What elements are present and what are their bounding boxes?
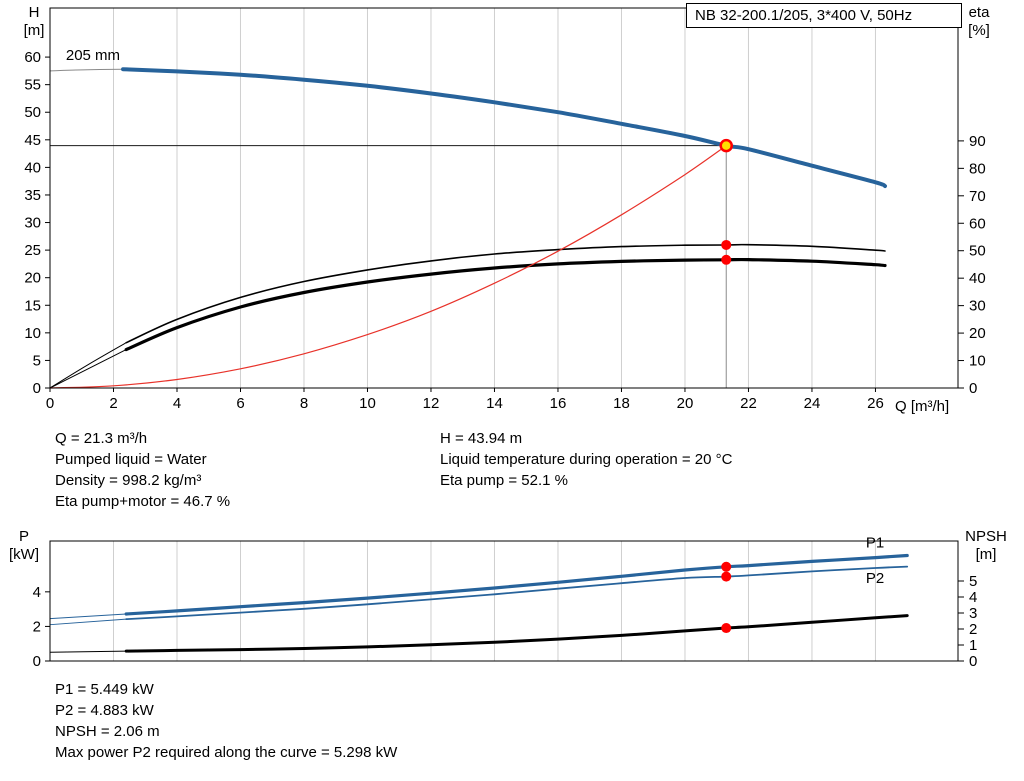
npsh-axis-title: NPSH [m]: [958, 528, 1014, 564]
svg-text:205 mm: 205 mm: [66, 47, 120, 64]
annotation-eta-pump-motor: Eta pump+motor = 46.7 %: [55, 493, 231, 510]
annotation-head: H = 43.94 m: [440, 430, 523, 447]
svg-text:35: 35: [24, 187, 41, 204]
svg-text:2: 2: [969, 621, 977, 638]
eta-axis-title-line1: eta: [968, 4, 990, 21]
npsh-axis-title-line1: NPSH: [965, 528, 1007, 545]
duty-annotations-right: H = 43.94 m Liquid temperature during op…: [440, 428, 732, 491]
svg-text:0: 0: [969, 653, 977, 670]
h-axis-title-line2: [m]: [23, 22, 45, 39]
svg-text:10: 10: [24, 325, 41, 342]
svg-text:24: 24: [804, 395, 821, 412]
annotation-max-power: Max power P2 required along the curve = …: [55, 744, 398, 761]
svg-text:4: 4: [173, 395, 181, 412]
svg-text:2: 2: [33, 618, 41, 635]
svg-text:P2: P2: [866, 570, 884, 587]
annotation-npsh: NPSH = 2.06 m: [55, 723, 160, 740]
annotation-p2: P2 = 4.883 kW: [55, 702, 154, 719]
svg-text:50: 50: [24, 104, 41, 121]
svg-text:5: 5: [969, 573, 977, 590]
annotation-flow: Q = 21.3 m³/h: [55, 430, 148, 447]
eta-axis-title: eta [%]: [957, 4, 1001, 40]
power-annotations: P1 = 5.449 kW P2 = 4.883 kW NPSH = 2.06 …: [55, 679, 397, 763]
p-axis-title: P [kW]: [2, 528, 46, 564]
p-axis-title-line2: [kW]: [9, 546, 39, 563]
svg-text:60: 60: [24, 49, 41, 66]
svg-text:18: 18: [613, 395, 630, 412]
annotation-pumped-liquid: Pumped liquid = Water: [55, 451, 207, 468]
svg-text:30: 30: [969, 298, 986, 315]
svg-text:0: 0: [46, 395, 54, 412]
svg-text:10: 10: [359, 395, 376, 412]
svg-text:80: 80: [969, 160, 986, 177]
svg-text:50: 50: [969, 243, 986, 260]
svg-text:20: 20: [24, 270, 41, 287]
svg-text:10: 10: [969, 353, 986, 370]
svg-text:0: 0: [33, 653, 41, 670]
npsh-axis-title-line2: [m]: [975, 546, 997, 563]
svg-text:40: 40: [969, 270, 986, 287]
svg-text:55: 55: [24, 77, 41, 94]
h-axis-title-line1: H: [28, 4, 40, 21]
svg-text:0: 0: [969, 380, 977, 397]
annotation-liquid-temperature: Liquid temperature during operation = 20…: [440, 451, 733, 468]
svg-text:12: 12: [423, 395, 440, 412]
svg-text:20: 20: [677, 395, 694, 412]
svg-text:3: 3: [969, 605, 977, 622]
pump-model-box: NB 32-200.1/205, 3*400 V, 50Hz: [686, 3, 962, 28]
annotation-density: Density = 998.2 kg/m³: [55, 472, 202, 489]
svg-text:70: 70: [969, 188, 986, 205]
annotation-p1: P1 = 5.449 kW: [55, 681, 154, 698]
svg-text:4: 4: [33, 584, 41, 601]
q-axis-title: Q [m³/h]: [895, 398, 950, 415]
eta-axis-title-line2: [%]: [968, 22, 990, 39]
svg-text:26: 26: [867, 395, 884, 412]
svg-text:16: 16: [550, 395, 567, 412]
pump-model-text: NB 32-200.1/205, 3*400 V, 50Hz: [695, 7, 913, 24]
svg-text:60: 60: [969, 215, 986, 232]
svg-text:40: 40: [24, 159, 41, 176]
svg-text:30: 30: [24, 215, 41, 232]
svg-text:P1: P1: [866, 535, 884, 552]
svg-text:90: 90: [969, 133, 986, 150]
svg-text:2: 2: [109, 395, 117, 412]
svg-text:1: 1: [969, 637, 977, 654]
svg-text:5: 5: [33, 352, 41, 369]
svg-text:25: 25: [24, 242, 41, 259]
svg-text:6: 6: [236, 395, 244, 412]
svg-text:15: 15: [24, 297, 41, 314]
svg-text:22: 22: [740, 395, 757, 412]
annotation-eta-pump: Eta pump = 52.1 %: [440, 472, 568, 489]
p-axis-title-line1: P: [18, 528, 29, 545]
svg-text:0: 0: [33, 380, 41, 397]
svg-text:4: 4: [969, 589, 977, 606]
svg-text:45: 45: [24, 132, 41, 149]
svg-text:8: 8: [300, 395, 308, 412]
h-axis-title: H [m]: [17, 4, 51, 40]
svg-text:20: 20: [969, 325, 986, 342]
duty-annotations-left: Q = 21.3 m³/h Pumped liquid = Water Dens…: [55, 428, 230, 512]
svg-text:14: 14: [486, 395, 503, 412]
